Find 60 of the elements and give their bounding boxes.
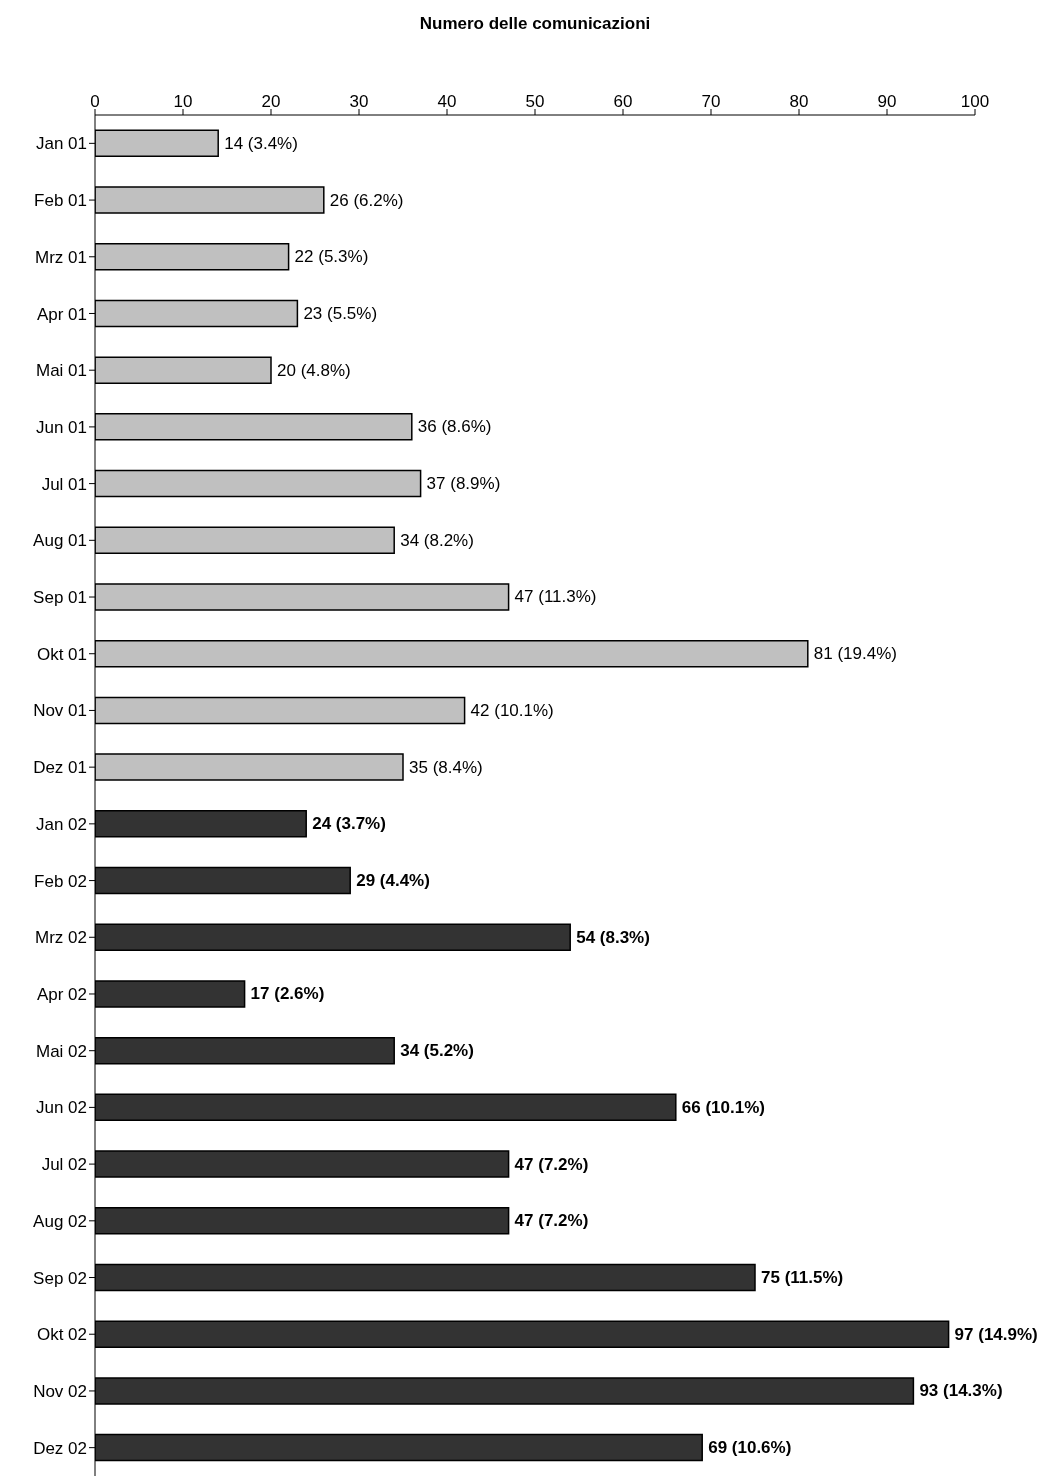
y-tick-label: Dez 02 — [33, 1438, 87, 1458]
x-tick-label: 70 — [701, 92, 721, 111]
data-label: 34 (5.2%) — [400, 1041, 474, 1061]
data-label: 20 (4.8%) — [277, 360, 351, 380]
data-label: 14 (3.4%) — [224, 133, 298, 153]
data-label: 23 (5.5%) — [303, 303, 378, 323]
y-tick-label: Apr 02 — [36, 985, 87, 1005]
data-label: 22 (5.3%) — [294, 247, 369, 267]
x-tick-label: 90 — [877, 92, 897, 111]
data-label: 42 (10.1%) — [470, 700, 554, 720]
y-tick-label: Sep 02 — [33, 1268, 87, 1288]
data-label: 37 (8.9%) — [426, 474, 501, 494]
x-axis-title: Numero delle comunicazioni — [418, 14, 652, 34]
x-tick-label: 60 — [613, 92, 633, 111]
data-label: 24 (3.7%) — [312, 814, 386, 834]
x-tick-label: 30 — [349, 92, 369, 111]
y-tick-label: Jun 02 — [35, 1098, 87, 1118]
y-tick-label: Aug 01 — [33, 531, 87, 551]
y-tick-label: Jan 02 — [35, 814, 87, 834]
data-label: 47 (11.3%) — [514, 587, 597, 607]
x-tick-label: 40 — [437, 92, 457, 111]
x-tick-label: 100 — [960, 92, 990, 111]
data-label: 29 (4.4%) — [356, 871, 430, 891]
x-tick-label: 20 — [261, 92, 281, 111]
data-label: 97 (14.9%) — [954, 1324, 1038, 1344]
y-tick-label: Mrz 01 — [35, 247, 87, 267]
y-tick-label: Apr 01 — [36, 304, 87, 324]
data-label: 81 (19.4%) — [813, 644, 897, 664]
data-label: 47 (7.2%) — [514, 1211, 589, 1231]
y-tick-label: Mai 01 — [35, 361, 87, 381]
x-tick-label: 0 — [90, 92, 100, 111]
y-tick-label: Mai 02 — [35, 1041, 87, 1061]
y-tick-label: Nov 02 — [33, 1381, 87, 1401]
y-tick-label: Jan 01 — [35, 134, 87, 154]
x-tick-label: 80 — [789, 92, 809, 111]
y-tick-label: Aug 02 — [33, 1211, 87, 1231]
data-label: 75 (11.5%) — [761, 1267, 844, 1287]
data-label: 69 (10.6%) — [708, 1438, 792, 1458]
data-label: 47 (7.2%) — [514, 1154, 589, 1174]
data-label: 17 (2.6%) — [250, 984, 325, 1004]
y-tick-label: Feb 01 — [34, 191, 87, 211]
x-tick-label: 10 — [173, 92, 193, 111]
y-tick-label: Okt 02 — [36, 1325, 87, 1345]
y-tick-label: Okt 01 — [36, 644, 87, 664]
y-tick-label: Jun 01 — [35, 417, 87, 437]
y-tick-label: Mrz 02 — [35, 928, 87, 948]
data-label: 54 (8.3%) — [576, 927, 650, 947]
y-tick-label: Sep 01 — [33, 588, 87, 608]
data-label: 35 (8.4%) — [409, 757, 483, 777]
y-tick-label: Dez 01 — [33, 758, 87, 778]
x-tick-label: 50 — [525, 92, 545, 111]
y-tick-label: Nov 01 — [33, 701, 87, 721]
y-tick-label: Jul 01 — [41, 474, 87, 494]
data-label: 34 (8.2%) — [400, 530, 474, 550]
data-label: 66 (10.1%) — [681, 1097, 765, 1117]
data-label: 93 (14.3%) — [919, 1381, 1003, 1401]
data-label: 26 (6.2%) — [329, 190, 404, 210]
data-label: 36 (8.6%) — [417, 417, 492, 437]
y-tick-label: Feb 02 — [34, 871, 87, 891]
y-tick-label: Jul 02 — [41, 1155, 87, 1175]
